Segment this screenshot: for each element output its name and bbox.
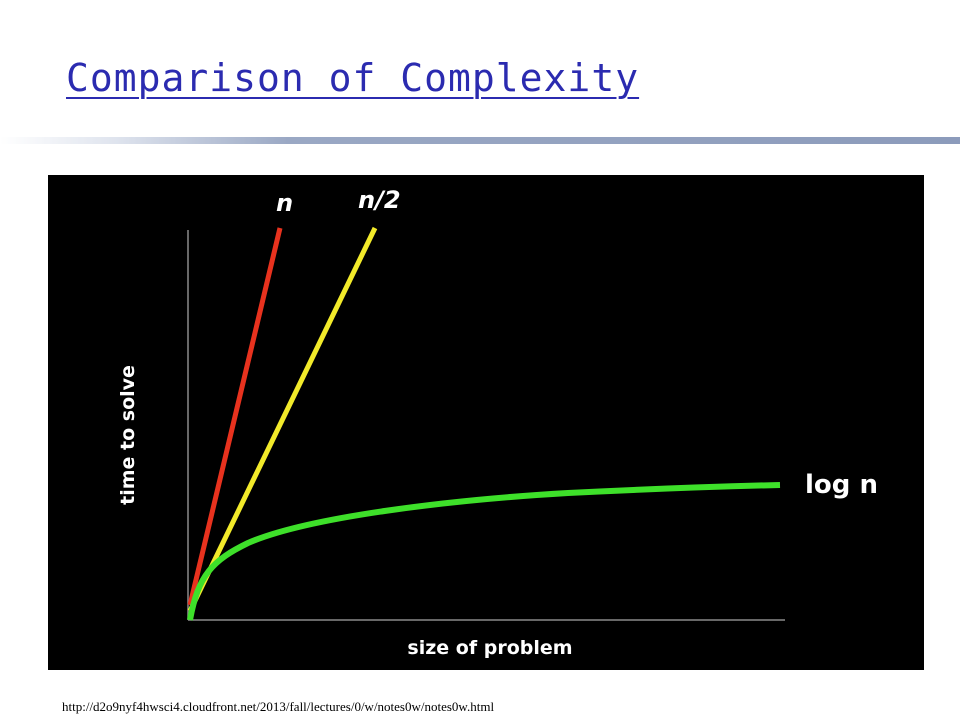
x-axis-label: size of problem bbox=[407, 637, 572, 659]
complexity-figure: n n/2 log n time to solve size of proble… bbox=[48, 175, 924, 670]
curve-log-n bbox=[187, 482, 781, 621]
title-rule bbox=[0, 137, 960, 144]
source-url: http://d2o9nyf4hwsci4.cloudfront.net/201… bbox=[62, 699, 495, 714]
label-n-half: n/2 bbox=[358, 186, 401, 214]
y-axis-label: time to solve bbox=[117, 365, 139, 505]
label-log-n: log n bbox=[805, 470, 878, 500]
figure-background bbox=[48, 175, 924, 670]
slide-title: Comparison of Complexity bbox=[66, 56, 640, 100]
curve-n bbox=[187, 227, 283, 606]
curve-n-half bbox=[187, 226, 378, 613]
label-n: n bbox=[276, 189, 293, 217]
